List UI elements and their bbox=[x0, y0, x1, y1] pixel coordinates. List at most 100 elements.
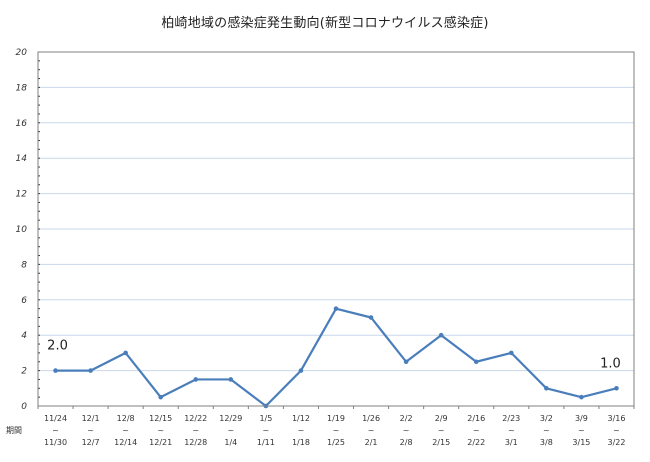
value-annotation: 1.0 bbox=[600, 356, 621, 371]
x-tick-label: 12/29 ~1/4 bbox=[219, 414, 242, 447]
y-tick-label: 20 bbox=[16, 48, 28, 58]
svg-text:2/16: 2/16 bbox=[467, 414, 485, 423]
period-label: 期間 bbox=[6, 426, 22, 435]
y-tick-label: 2 bbox=[21, 367, 27, 377]
data-point bbox=[228, 377, 234, 382]
y-tick-label: 0 bbox=[21, 402, 27, 412]
data-series bbox=[53, 306, 619, 409]
x-tick-label: 2/23 ~3/1 bbox=[502, 414, 520, 447]
svg-text:~: ~ bbox=[438, 426, 445, 435]
svg-text:~: ~ bbox=[333, 426, 340, 435]
x-tick-label: 1/5 ~1/11 bbox=[257, 414, 275, 447]
svg-text:1/12: 1/12 bbox=[292, 414, 310, 423]
svg-text:12/28: 12/28 bbox=[184, 438, 207, 447]
svg-text:1/25: 1/25 bbox=[327, 438, 345, 447]
x-tick-label: 1/26 ~2/1 bbox=[362, 414, 380, 447]
svg-text:2/8: 2/8 bbox=[400, 438, 413, 447]
svg-text:12/1: 12/1 bbox=[82, 414, 100, 423]
svg-text:1/19: 1/19 bbox=[327, 414, 345, 423]
plot-frame bbox=[37, 51, 635, 407]
data-point bbox=[438, 332, 444, 338]
data-point bbox=[88, 368, 93, 373]
data-point bbox=[544, 386, 549, 391]
data-point bbox=[193, 377, 199, 382]
y-tick-label: 8 bbox=[21, 260, 27, 270]
value-annotation: 2.0 bbox=[47, 339, 68, 354]
x-tick-label: 1/19 ~1/25 bbox=[327, 414, 345, 447]
svg-text:~: ~ bbox=[52, 426, 59, 435]
x-tick-label: 1/12 ~1/18 bbox=[292, 414, 310, 447]
data-annotations: 2.0 1.0 bbox=[47, 339, 621, 372]
y-tick-label: 10 bbox=[16, 225, 28, 235]
svg-text:3/15: 3/15 bbox=[572, 438, 590, 447]
svg-text:~: ~ bbox=[157, 426, 164, 435]
svg-text:~: ~ bbox=[87, 426, 94, 435]
y-tick-label: 6 bbox=[21, 296, 27, 306]
data-point bbox=[403, 359, 409, 365]
y-tick-label: 12 bbox=[16, 190, 28, 200]
svg-text:12/15: 12/15 bbox=[149, 414, 172, 423]
svg-text:~: ~ bbox=[473, 426, 480, 435]
x-axis: 11/24 ~11/30 12/1 ~12/7 12/8 ~12/14 12/15 ~12/2… bbox=[6, 406, 635, 447]
data-point bbox=[473, 359, 479, 365]
svg-text:~: ~ bbox=[613, 426, 620, 435]
svg-text:1/4: 1/4 bbox=[224, 438, 237, 447]
svg-text:~: ~ bbox=[263, 426, 270, 435]
x-tick-label: 12/22 ~12/28 bbox=[184, 414, 207, 447]
data-point bbox=[579, 394, 584, 400]
y-tick-label: 16 bbox=[16, 119, 28, 129]
svg-text:~: ~ bbox=[403, 426, 410, 435]
svg-text:12/7: 12/7 bbox=[82, 438, 100, 447]
x-tick-label: 12/1 ~12/7 bbox=[82, 414, 100, 447]
x-tick-label: 11/24 ~11/30 bbox=[44, 414, 67, 447]
data-point bbox=[614, 386, 619, 391]
svg-text:~: ~ bbox=[368, 426, 375, 435]
y-tick-label: 4 bbox=[21, 331, 27, 341]
y-axis: 0 2 4 6 8 10 12 14 16 18 20 bbox=[16, 48, 634, 412]
svg-text:12/8: 12/8 bbox=[117, 414, 135, 423]
svg-text:2/22: 2/22 bbox=[467, 438, 485, 447]
x-tick-label: 3/2 ~3/8 bbox=[540, 414, 553, 447]
gridlines bbox=[38, 86, 634, 372]
svg-text:11/30: 11/30 bbox=[44, 438, 67, 447]
svg-text:12/21: 12/21 bbox=[149, 438, 172, 447]
svg-text:~: ~ bbox=[578, 426, 585, 435]
data-point bbox=[298, 368, 304, 373]
svg-text:~: ~ bbox=[508, 426, 515, 435]
chart-title: 柏崎地域の感染症発生動向(新型コロナウイルス感染症) bbox=[161, 16, 489, 31]
y-tick-label: 14 bbox=[16, 154, 28, 164]
x-tick-label: 2/16 ~2/22 bbox=[467, 414, 485, 447]
data-point bbox=[333, 306, 339, 311]
svg-text:3/8: 3/8 bbox=[540, 438, 553, 447]
svg-text:12/14: 12/14 bbox=[114, 438, 137, 447]
svg-text:3/22: 3/22 bbox=[607, 438, 625, 447]
svg-text:~: ~ bbox=[122, 426, 129, 435]
x-tick-label: 12/8 ~12/14 bbox=[114, 414, 137, 447]
svg-text:3/9: 3/9 bbox=[575, 414, 588, 423]
svg-text:1/18: 1/18 bbox=[292, 438, 310, 447]
svg-text:~: ~ bbox=[227, 426, 234, 435]
svg-text:12/22: 12/22 bbox=[184, 414, 207, 423]
x-tick-label: 2/9 ~2/15 bbox=[432, 414, 450, 447]
svg-text:3/2: 3/2 bbox=[540, 414, 553, 423]
svg-text:2/1: 2/1 bbox=[365, 438, 378, 447]
svg-text:~: ~ bbox=[298, 426, 305, 435]
data-point bbox=[158, 394, 164, 400]
y-tick-label: 18 bbox=[16, 83, 28, 93]
svg-text:1/26: 1/26 bbox=[362, 414, 380, 423]
data-point bbox=[368, 315, 374, 320]
svg-text:3/1: 3/1 bbox=[505, 438, 518, 447]
svg-text:~: ~ bbox=[192, 426, 199, 435]
svg-text:1/11: 1/11 bbox=[257, 438, 275, 447]
svg-text:3/16: 3/16 bbox=[607, 414, 625, 423]
series-line bbox=[55, 307, 617, 408]
svg-text:2/23: 2/23 bbox=[502, 414, 520, 423]
data-point bbox=[508, 350, 514, 356]
data-point bbox=[123, 350, 128, 356]
data-point bbox=[53, 368, 58, 373]
x-tick-label: 3/16 ~3/22 bbox=[607, 414, 625, 447]
x-tick-label: 12/15 ~12/21 bbox=[149, 414, 172, 447]
x-tick-label: 3/9 ~3/15 bbox=[572, 414, 590, 447]
svg-text:~: ~ bbox=[543, 426, 550, 435]
